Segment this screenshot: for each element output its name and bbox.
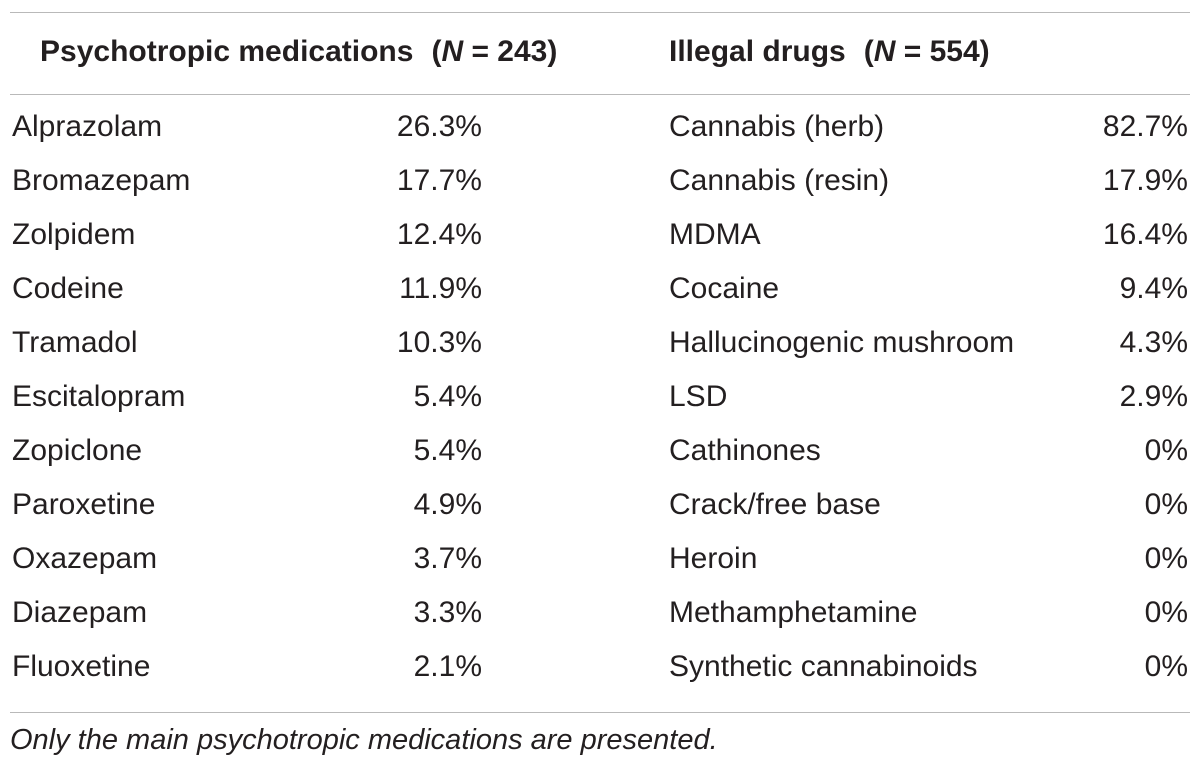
table-row: Codeine 11.9% Cocaine 9.4% (10, 262, 1190, 316)
drug-name: Cannabis (herb) (669, 110, 885, 143)
drug-percent: 2.9% (1119, 380, 1188, 413)
medication-name: Oxazepam (12, 542, 158, 575)
medication-name: Zolpidem (12, 218, 136, 251)
header-rule (10, 94, 1190, 95)
medication-percent: 3.7% (413, 542, 482, 575)
drug-name: LSD (669, 380, 728, 413)
table-row: Diazepam 3.3% Methamphetamine 0% (10, 586, 1190, 640)
top-rule (10, 12, 1190, 13)
medication-percent: 26.3% (396, 110, 482, 143)
medication-percent: 5.4% (413, 380, 482, 413)
drug-percent: 0% (1144, 596, 1188, 629)
medication-name: Zopiclone (12, 434, 143, 467)
table-row: Escitalopram 5.4% LSD 2.9% (10, 370, 1190, 424)
header-medications: Psychotropic medications (N = 243) (40, 35, 557, 69)
drug-name: Crack/free base (669, 488, 881, 521)
drug-name: Methamphetamine (669, 596, 918, 629)
drug-percent: 0% (1144, 488, 1188, 521)
table-row: Bromazepam 17.7% Cannabis (resin) 17.9% (10, 154, 1190, 208)
header-medications-label: Psychotropic medications (40, 35, 414, 68)
medication-name: Diazepam (12, 596, 148, 629)
medication-name: Escitalopram (12, 380, 186, 413)
header-drugs-label: Illegal drugs (669, 35, 846, 68)
table-row: Paroxetine 4.9% Crack/free base 0% (10, 478, 1190, 532)
medication-percent: 11.9% (399, 272, 482, 305)
medication-percent: 5.4% (413, 434, 482, 467)
drug-name: Synthetic cannabinoids (669, 650, 978, 683)
medication-percent: 12.4% (396, 218, 482, 251)
table-row: Fluoxetine 2.1% Synthetic cannabinoids 0% (10, 640, 1190, 694)
medication-percent: 3.3% (413, 596, 482, 629)
table-footnote: Only the main psychotropic medications a… (10, 724, 718, 756)
drug-name: Cathinones (669, 434, 821, 467)
drug-name: Hallucinogenic mushroom (669, 326, 1015, 359)
drug-name: Cannabis (resin) (669, 164, 890, 197)
drug-percent: 82.7% (1102, 110, 1188, 143)
header-drugs-n: (N = 554) (863, 35, 990, 68)
drug-percent: 0% (1144, 542, 1188, 575)
medication-percent: 4.9% (413, 488, 482, 521)
drug-percent: 4.3% (1119, 326, 1188, 359)
drug-percent: 9.4% (1119, 272, 1188, 305)
table-row: Zopiclone 5.4% Cathinones 0% (10, 424, 1190, 478)
medication-name: Codeine (12, 272, 124, 305)
drug-name: Heroin (669, 542, 758, 575)
drug-percent: 17.9% (1102, 164, 1188, 197)
header-medications-n: (N = 243) (431, 35, 558, 68)
medication-percent: 2.1% (413, 650, 482, 683)
drug-percent: 16.4% (1102, 218, 1188, 251)
medication-name: Fluoxetine (12, 650, 151, 683)
drug-percent: 0% (1144, 650, 1188, 683)
table-row: Oxazepam 3.7% Heroin 0% (10, 532, 1190, 586)
table-row: Zolpidem 12.4% MDMA 16.4% (10, 208, 1190, 262)
drug-name: MDMA (669, 218, 761, 251)
header-drugs: Illegal drugs (N = 554) (669, 35, 990, 69)
bottom-rule (10, 712, 1190, 713)
table-body: Alprazolam 26.3% Cannabis (herb) 82.7% Broma… (10, 95, 1190, 712)
table-row: Alprazolam 26.3% Cannabis (herb) 82.7% (10, 100, 1190, 154)
medication-name: Bromazepam (12, 164, 191, 197)
medication-percent: 10.3% (396, 326, 482, 359)
data-table: Psychotropic medications (N = 243) Illega… (10, 12, 1190, 713)
medication-percent: 17.7% (396, 164, 482, 197)
table-row: Tramadol 10.3% Hallucinogenic mushroom 4.3% (10, 316, 1190, 370)
drug-percent: 0% (1144, 434, 1188, 467)
medication-name: Tramadol (12, 326, 138, 359)
medication-name: Paroxetine (12, 488, 156, 521)
table-header: Psychotropic medications (N = 243) Illega… (10, 13, 1190, 94)
medication-name: Alprazolam (12, 110, 163, 143)
drug-name: Cocaine (669, 272, 780, 305)
